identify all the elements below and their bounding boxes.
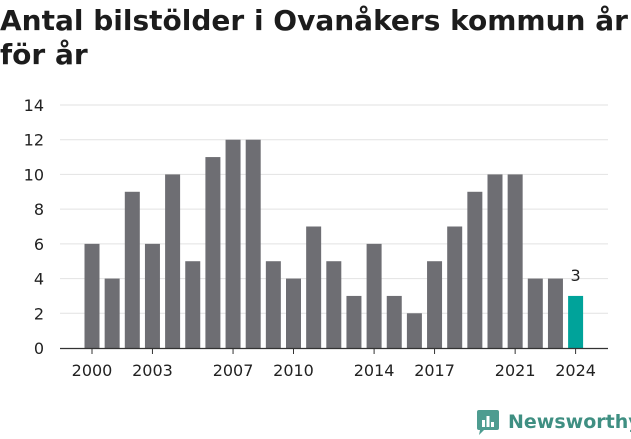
y-tick-label: 10 xyxy=(24,165,44,184)
bars xyxy=(84,139,584,348)
data-label: 3 xyxy=(571,266,581,285)
y-tick-label: 2 xyxy=(34,304,44,323)
bar-2008 xyxy=(245,139,261,348)
y-tick-label: 8 xyxy=(34,200,44,219)
bar-2006 xyxy=(205,157,221,348)
x-tick-label: 2024 xyxy=(555,361,596,380)
brand-name: Newsworthy xyxy=(508,411,631,433)
bar-2013 xyxy=(346,295,362,348)
bar-2007 xyxy=(225,139,241,348)
bar-2004 xyxy=(165,174,181,348)
bar-2012 xyxy=(326,261,342,348)
bar-2021 xyxy=(507,174,523,348)
bar-2020 xyxy=(487,174,503,348)
bar-2019 xyxy=(467,191,483,348)
bar-2009 xyxy=(265,261,281,348)
x-axis: 2000 2003 2007 2010 2014 2017 2021 2024 xyxy=(60,347,608,380)
bar-2023 xyxy=(547,278,563,348)
bar-2003 xyxy=(144,243,160,348)
newsworthy-brand[interactable]: Newsworthy xyxy=(474,405,631,439)
x-tick-label: 2017 xyxy=(414,361,455,380)
bar-2000 xyxy=(84,243,100,348)
bar-2017 xyxy=(427,261,443,348)
y-tick-label: 0 xyxy=(34,339,44,358)
x-tick-label: 2021 xyxy=(495,361,536,380)
y-axis-ticks: 0 2 4 6 8 10 12 14 xyxy=(24,96,44,358)
bar-2002 xyxy=(124,191,140,348)
x-tick-label: 2003 xyxy=(132,361,173,380)
x-tick-label: 2010 xyxy=(273,361,314,380)
x-tick-label: 2014 xyxy=(354,361,395,380)
bar-2011 xyxy=(306,226,322,348)
bar-2018 xyxy=(447,226,463,348)
y-tick-label: 14 xyxy=(24,96,44,115)
bar-chart-logo-icon xyxy=(477,410,499,435)
y-tick-label: 4 xyxy=(34,270,44,289)
bar-2016 xyxy=(406,313,422,348)
data-labels: 3 xyxy=(571,266,581,285)
bar-2014 xyxy=(366,243,382,348)
y-tick-label: 12 xyxy=(24,131,44,150)
x-tick-label: 2000 xyxy=(72,361,113,380)
bar-2010 xyxy=(286,278,301,348)
x-tick-label: 2007 xyxy=(213,361,254,380)
bar-2024 xyxy=(568,295,584,348)
bar-2005 xyxy=(185,261,201,348)
bar-2015 xyxy=(386,295,402,348)
bar-2022 xyxy=(527,278,543,348)
chart-title: Antal bilstölder i Ovanåkers kommun år f… xyxy=(0,4,628,71)
bar-2001 xyxy=(104,278,120,348)
y-tick-label: 6 xyxy=(34,235,44,254)
